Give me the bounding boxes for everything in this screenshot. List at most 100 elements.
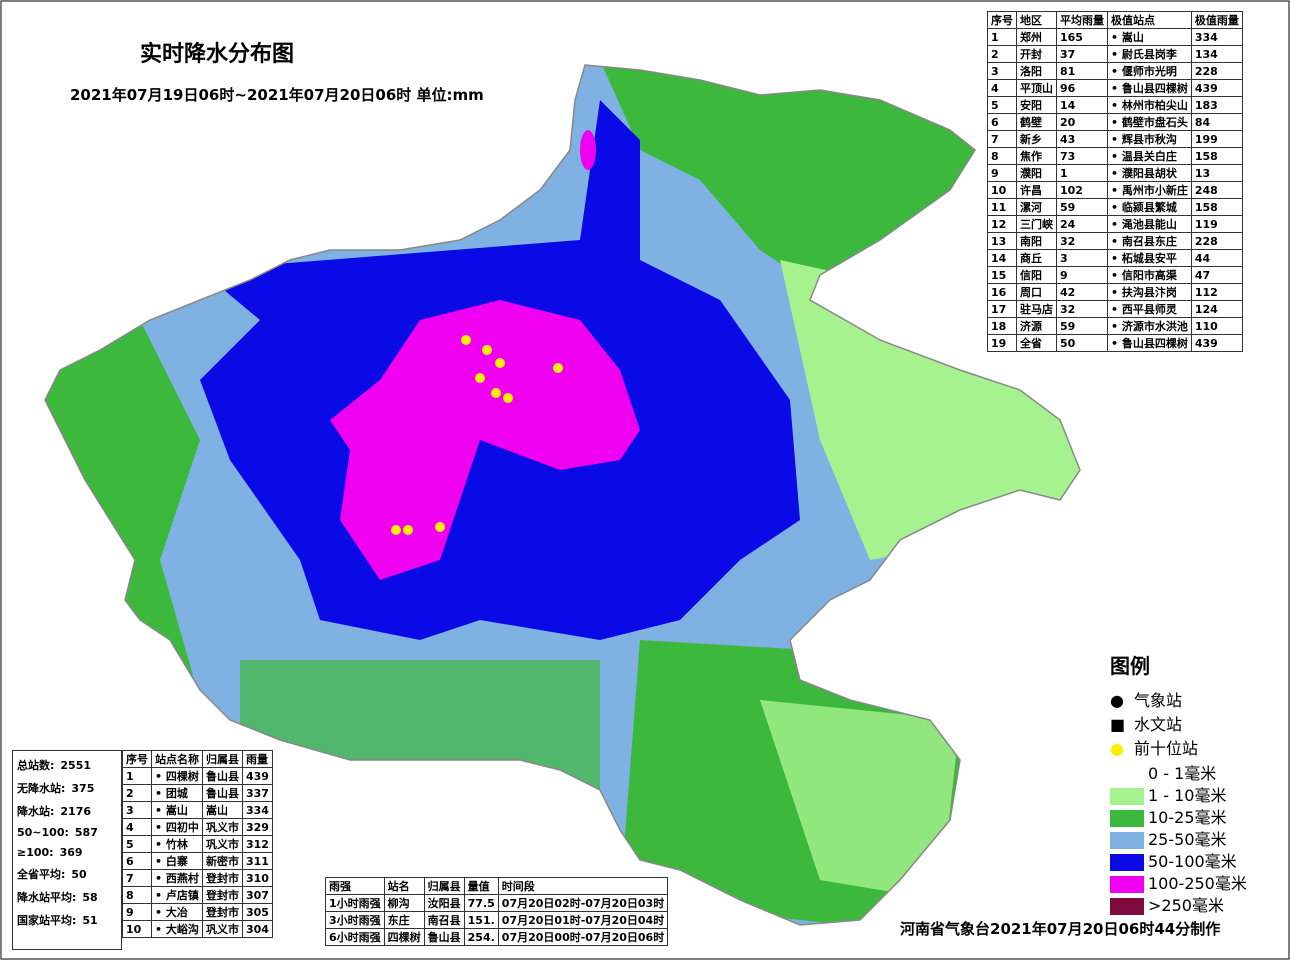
cell: 311	[242, 852, 273, 870]
row: 1 • 四棵树 鲁山县 439	[122, 767, 273, 785]
cell: 登封市	[202, 869, 243, 887]
cell: • 白寨	[151, 852, 203, 870]
cell: 濮阳	[1016, 164, 1057, 182]
cell: 柳沟	[383, 894, 425, 912]
cell: 32	[1056, 232, 1108, 250]
cell: 1	[122, 767, 152, 785]
cell: 329	[242, 818, 273, 836]
cell: • 嵩山	[1107, 28, 1192, 46]
cell: • 温县关白庄	[1107, 147, 1192, 165]
table: 雨强 站名 归属县 量值 时间段 1小时雨强 柳沟 汝阳县 77.5 07月20日02时-07月2…	[325, 877, 669, 946]
cell: 77.5	[463, 894, 499, 912]
cell: 开封	[1016, 45, 1057, 63]
cell: 07月20日01时-07月20日04时	[497, 911, 669, 929]
cell: 9	[1056, 266, 1108, 284]
cell: • 林州市柏尖山	[1107, 96, 1192, 114]
cell: 439	[1190, 79, 1243, 97]
cell: 8	[987, 147, 1017, 165]
summary-item: 降水站: 2176	[17, 803, 117, 819]
cell: 洛阳	[1016, 62, 1057, 80]
legend-symbol: ■ 水文站	[1110, 711, 1280, 735]
summary-item: 50~100: 587	[17, 826, 117, 839]
cell: 汝阳县	[423, 894, 465, 912]
cell: 漯河	[1016, 198, 1057, 216]
header-cell: 雨量	[242, 750, 273, 768]
summary-label: 总站数:	[17, 759, 55, 772]
row: 16 周口 42 • 扶沟县汴岗 112	[987, 283, 1243, 301]
cell: 334	[1190, 28, 1243, 46]
cell: 驻马店	[1016, 300, 1057, 318]
legend-symbol: ● 前十位站	[1110, 735, 1280, 759]
summary-label: ≥100:	[17, 846, 54, 859]
header-cell: 时间段	[497, 877, 669, 895]
cell: 安阳	[1016, 96, 1057, 114]
region-table-wrap: 序号 地区 平均雨量 极值站点 极值雨量 1 郑州 165 • 嵩山 334 2 开封 37 • 尉氏县岗…	[987, 11, 1243, 352]
row: 6 鹤壁 20 • 鹤壁市盘石头 84	[987, 113, 1243, 131]
summary-label: 降水站平均:	[17, 891, 77, 904]
table: 序号 站点名称 归属县 雨量 1 • 四棵树 鲁山县 439 2 • 团城 鲁山县 337 3 • 嵩山嵩…	[122, 750, 273, 938]
cell: 4	[122, 818, 152, 836]
cell: 15	[987, 266, 1017, 284]
legend-band: 100-250毫米	[1110, 870, 1280, 893]
cell: 3小时雨强	[325, 911, 385, 929]
summary-label: 全省平均:	[17, 868, 66, 881]
summary-label: 50~100:	[17, 826, 69, 839]
cell: 254.	[463, 928, 499, 946]
cell: 14	[987, 249, 1017, 267]
legend-swatch	[1110, 876, 1144, 893]
cell: 228	[1190, 62, 1243, 80]
summary-item: 无降水站: 375	[17, 780, 117, 796]
cell: 6	[122, 852, 152, 870]
cell: 183	[1190, 96, 1243, 114]
row: 10 • 大峪沟 巩义市 304	[122, 920, 273, 938]
cell: 312	[242, 835, 273, 853]
cell: 17	[987, 300, 1017, 318]
cell: 南阳	[1016, 232, 1057, 250]
cell: 4	[987, 79, 1017, 97]
cell: • 柘城县安平	[1107, 249, 1192, 267]
cell: 112	[1190, 283, 1243, 301]
legend-band-label: 100-250毫米	[1148, 874, 1247, 893]
cell: 439	[1190, 334, 1243, 352]
cell: • 鲁山县四棵树	[1107, 79, 1192, 97]
header-row: 序号 站点名称 归属县 雨量	[122, 750, 273, 768]
summary-value: 587	[74, 826, 98, 839]
legend-icon: ■	[1110, 715, 1126, 734]
row: 1 郑州 165 • 嵩山 334	[987, 28, 1243, 46]
row: 19 全省 50 • 鲁山县四棵树 439	[987, 334, 1243, 352]
summary-value: 2176	[60, 805, 92, 818]
cell: 5	[987, 96, 1017, 114]
legend-band: 25-50毫米	[1110, 826, 1280, 849]
cell: 165	[1056, 28, 1108, 46]
cell: 焦作	[1016, 147, 1057, 165]
cell: 42	[1056, 283, 1108, 301]
cell: 199	[1190, 130, 1243, 148]
row: 4 平顶山 96 • 鲁山县四棵树 439	[987, 79, 1243, 97]
cell: 151.	[463, 911, 499, 929]
cell: 鹤壁	[1016, 113, 1057, 131]
cell: 158	[1190, 198, 1243, 216]
cell: 信阳	[1016, 266, 1057, 284]
summary-label: 国家站平均:	[17, 914, 77, 927]
subtitle: 2021年07月19日06时~2021年07月20日06时 单位:mm	[70, 86, 484, 104]
cell: 24	[1056, 215, 1108, 233]
table: 序号 地区 平均雨量 极值站点 极值雨量 1 郑州 165 • 嵩山 334 2 开封 37 • 尉氏县岗…	[987, 11, 1243, 352]
header-cell: 极值雨量	[1190, 11, 1243, 29]
summary-value: 50	[71, 868, 87, 881]
cell: 全省	[1016, 334, 1057, 352]
row: 14 商丘 3 • 柘城县安平 44	[987, 249, 1243, 267]
header-cell: 归属县	[202, 750, 243, 768]
cell: 嵩山	[202, 801, 243, 819]
cell: 47	[1190, 266, 1243, 284]
row: 3小时雨强 东庄 南召县 151. 07月20日01时-07月20日04时	[325, 911, 669, 929]
cell: 3	[1056, 249, 1108, 267]
cell: 119	[1190, 215, 1243, 233]
cell: • 禹州市小新庄	[1107, 181, 1192, 199]
cell: • 濮阳县胡状	[1107, 164, 1192, 182]
summary-label: 降水站:	[17, 805, 55, 818]
header-cell: 归属县	[423, 877, 465, 895]
top-stations	[391, 335, 563, 535]
legend-swatch	[1110, 766, 1144, 783]
legend-swatch	[1110, 788, 1144, 805]
